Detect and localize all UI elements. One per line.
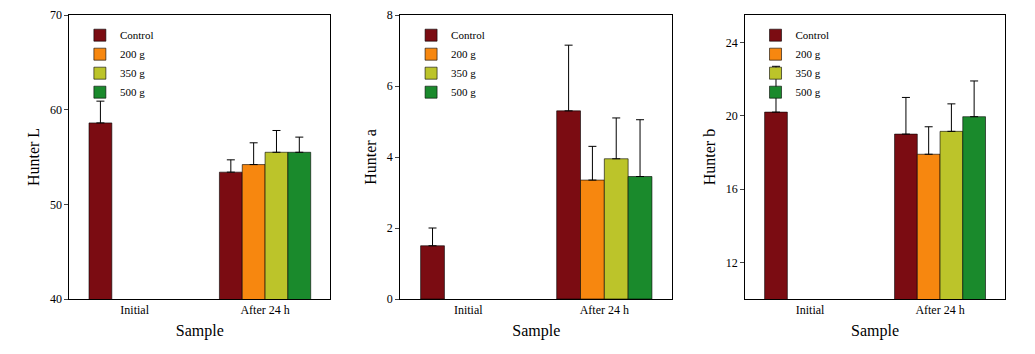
svg-text:40: 40 — [50, 292, 62, 306]
svg-text:350 g: 350 g — [120, 67, 145, 79]
svg-text:70: 70 — [50, 8, 62, 22]
svg-text:Hunter a: Hunter a — [362, 129, 379, 185]
svg-text:20: 20 — [726, 109, 738, 123]
svg-text:16: 16 — [726, 182, 738, 196]
svg-text:Hunter L: Hunter L — [25, 128, 42, 186]
svg-text:Control: Control — [451, 29, 485, 41]
svg-text:After 24 h: After 24 h — [240, 303, 289, 317]
svg-text:500 g: 500 g — [796, 86, 821, 98]
svg-text:Control: Control — [120, 29, 154, 41]
svg-text:12: 12 — [726, 256, 738, 270]
svg-text:24: 24 — [726, 36, 738, 50]
svg-text:Control: Control — [796, 29, 830, 41]
svg-text:Sample: Sample — [176, 322, 224, 340]
svg-text:Initial: Initial — [454, 303, 483, 317]
svg-text:350 g: 350 g — [796, 67, 821, 79]
svg-text:2: 2 — [387, 221, 393, 235]
svg-text:Hunter b: Hunter b — [701, 129, 718, 185]
svg-text:200 g: 200 g — [451, 48, 476, 60]
svg-text:50: 50 — [50, 198, 62, 212]
svg-text:500 g: 500 g — [120, 86, 145, 98]
svg-text:8: 8 — [387, 8, 393, 22]
svg-text:After 24 h: After 24 h — [580, 303, 629, 317]
svg-text:500 g: 500 g — [451, 86, 476, 98]
svg-text:350 g: 350 g — [451, 67, 476, 79]
svg-text:0: 0 — [387, 292, 393, 306]
svg-text:Initial: Initial — [796, 303, 825, 317]
svg-text:200 g: 200 g — [120, 48, 145, 60]
svg-text:Sample: Sample — [851, 322, 899, 340]
svg-text:60: 60 — [50, 103, 62, 117]
svg-text:Initial: Initial — [120, 303, 149, 317]
svg-text:6: 6 — [387, 79, 393, 93]
svg-text:200 g: 200 g — [796, 48, 821, 60]
svg-text:After 24 h: After 24 h — [915, 303, 964, 317]
svg-text:Sample: Sample — [512, 322, 560, 340]
svg-text:4: 4 — [387, 150, 393, 164]
